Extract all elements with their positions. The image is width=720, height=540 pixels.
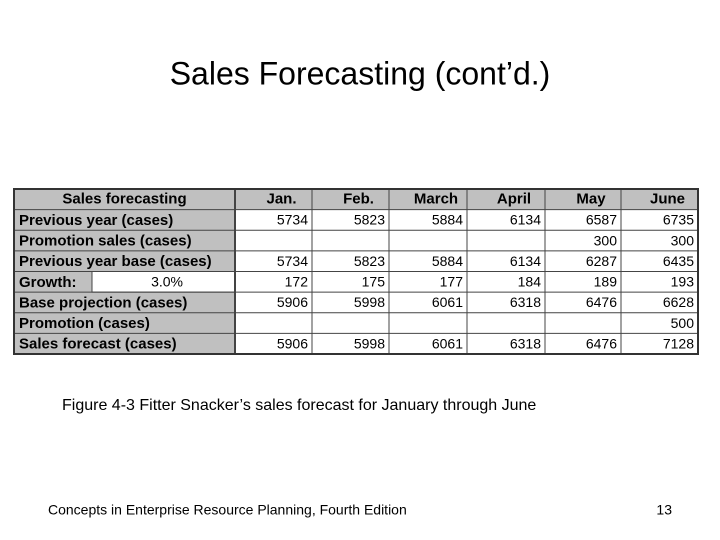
data-cell: 172 [285, 274, 309, 290]
data-cell: 6287 [586, 253, 617, 269]
row-label: Sales forecast (cases) [19, 336, 177, 353]
data-cell: 6061 [432, 294, 463, 310]
rate-cell: 3.0% [151, 274, 183, 290]
row-label: Base projection (cases) [19, 294, 187, 311]
sales-table: Sales forecasting Jan. Feb. March April May Ju… [13, 188, 699, 355]
data-cell: 5906 [277, 294, 308, 310]
data-cell: 6735 [663, 212, 694, 228]
data-cell: 6318 [510, 335, 541, 351]
data-cell: 5906 [277, 335, 308, 351]
data-cell: 6476 [586, 294, 617, 310]
figure-caption: Figure 4-3 Fitter Snacker’s sales foreca… [62, 397, 536, 414]
data-cell: 5998 [354, 335, 385, 351]
data-cell: 193 [671, 274, 695, 290]
row-label: Promotion (cases) [19, 315, 150, 332]
row-label: Promotion sales (cases) [19, 233, 192, 250]
data-cell: 6628 [663, 294, 694, 310]
header-cell: April [497, 190, 531, 207]
data-cell: 189 [594, 274, 618, 290]
data-cell: 500 [671, 315, 695, 331]
table-border [13, 188, 699, 355]
slide-title: Sales Forecasting (cont’d.) [170, 55, 551, 91]
data-cell: 6134 [510, 253, 541, 269]
footer: Concepts in Enterprise Resource Planning… [48, 502, 407, 518]
data-cell: 5823 [354, 212, 385, 228]
row-label: Previous year base (cases) [19, 253, 212, 270]
data-cell: 5884 [432, 212, 463, 228]
page-number: 13 [656, 502, 672, 518]
data-cell: 7128 [663, 335, 694, 351]
data-cell: 6061 [432, 335, 463, 351]
header-cell: May [576, 190, 606, 207]
data-cell: 6435 [663, 253, 694, 269]
data-cell: 5734 [277, 212, 308, 228]
data-cell: 5884 [432, 253, 463, 269]
data-cell: 6318 [510, 294, 541, 310]
row-label: Growth: [19, 274, 77, 291]
data-cell: 175 [362, 274, 386, 290]
header-cell: Sales forecasting [62, 190, 186, 207]
data-cell: 5734 [277, 253, 308, 269]
data-cell: 5998 [354, 294, 385, 310]
header-cell: Feb. [343, 190, 374, 207]
header-cell: March [414, 190, 458, 207]
data-cell: 184 [518, 274, 542, 290]
data-cell: 300 [671, 232, 695, 248]
data-cell: 5823 [354, 253, 385, 269]
header-cell: June [650, 190, 685, 207]
data-cell: 177 [440, 274, 464, 290]
row-label: Previous year (cases) [19, 212, 173, 229]
data-cell: 6134 [510, 212, 541, 228]
data-cell: 300 [594, 232, 618, 248]
data-cell: 6476 [586, 335, 617, 351]
header-cell: Jan. [266, 190, 296, 207]
data-cell: 6587 [586, 212, 617, 228]
